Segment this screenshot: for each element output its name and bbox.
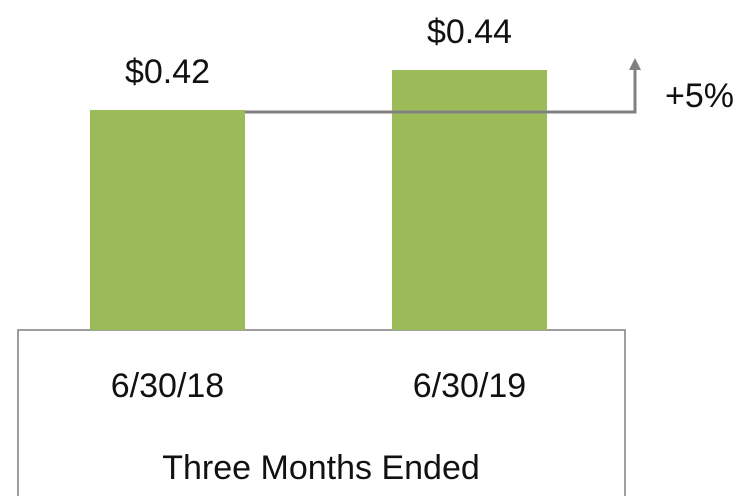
- value-label: $0.42: [125, 53, 210, 91]
- x-tick-label: 6/30/18: [111, 367, 224, 405]
- arrow-head: [629, 58, 641, 70]
- bar: [90, 110, 245, 330]
- x-axis-label: Three Months Ended: [162, 449, 480, 487]
- value-label: $0.44: [427, 13, 512, 51]
- x-tick-label: 6/30/19: [413, 367, 526, 405]
- category-box: [17, 329, 626, 496]
- growth-arrow: [245, 68, 637, 114]
- bar: [392, 70, 547, 330]
- annotation: +5%: [665, 77, 734, 115]
